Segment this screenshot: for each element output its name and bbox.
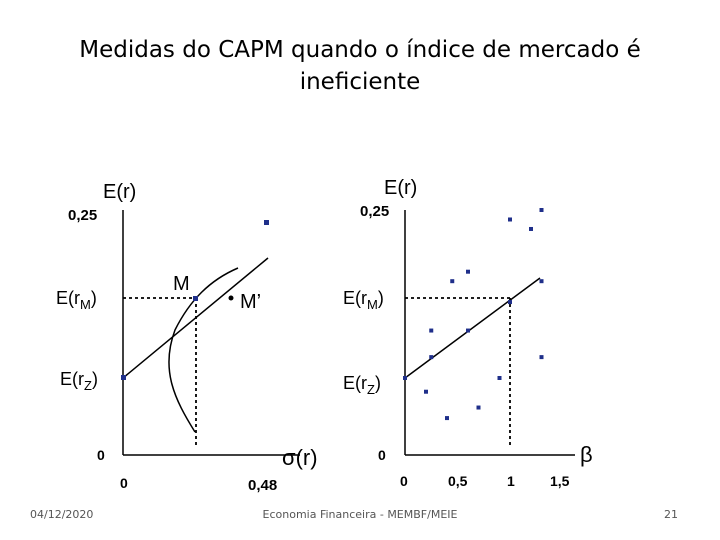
right-scatter-point — [466, 269, 470, 274]
right-scatter-point — [508, 300, 512, 305]
right-ytick-erz: E(rZ) — [343, 373, 381, 397]
right-scatter-point — [508, 217, 512, 222]
right-ylabel: E(r) — [384, 177, 417, 199]
right-xtick-05: 0,5 — [448, 473, 468, 489]
title-line-1: Medidas do CAPM quando o índice de merca… — [79, 37, 641, 63]
right-points — [403, 208, 544, 421]
slide-title: Medidas do CAPM quando o índice de merca… — [40, 34, 680, 98]
right-scatter-point — [466, 328, 470, 333]
right-xlabel: β — [580, 442, 593, 467]
left-chart: E(r) 0,25 E(rM) E(rZ) 0 0 0,48 σ(r) M M’ — [56, 181, 318, 494]
right-scatter-point — [445, 416, 449, 421]
left-ytick-erm: E(rM) — [56, 288, 97, 312]
title-line-2: ineficiente — [299, 69, 421, 95]
left-ytick-0: 0 — [97, 447, 105, 463]
right-scatter-point — [424, 389, 428, 394]
right-ytick-0: 0 — [378, 447, 386, 463]
right-scatter-point — [497, 376, 502, 380]
point-label-m-prime: M’ — [240, 291, 261, 313]
page-number: 21 — [664, 508, 678, 521]
left-ytick-025: 0,25 — [68, 207, 97, 224]
left-xtick-048: 0,48 — [248, 477, 277, 494]
right-ytick-erm: E(rM) — [343, 288, 384, 312]
point-m — [193, 296, 198, 301]
security-market-line — [404, 277, 541, 379]
point-label-m: M — [173, 273, 190, 295]
right-xtick-0: 0 — [400, 473, 408, 489]
right-scatter-point — [403, 376, 407, 380]
left-point-top — [264, 220, 269, 225]
left-xlabel: σ(r) — [282, 445, 318, 470]
left-xtick-0: 0 — [120, 475, 128, 491]
right-xtick-1: 1 — [507, 473, 515, 489]
right-scatter-point — [539, 355, 544, 360]
right-scatter-point — [450, 279, 455, 284]
left-ytick-erz: E(rZ) — [60, 369, 98, 393]
right-chart: E(r) 0,25 E(rM) E(rZ) 0 0 0,5 1 1,5 β — [343, 177, 593, 489]
right-scatter-point — [476, 405, 481, 410]
right-scatter-point — [539, 279, 544, 284]
left-ylabel: E(r) — [103, 181, 136, 203]
left-point-rz — [121, 375, 126, 380]
right-scatter-point — [539, 208, 544, 212]
right-scatter-point — [429, 355, 434, 360]
right-scatter-point — [529, 226, 533, 231]
footer-date: 04/12/2020 — [30, 508, 94, 521]
right-ytick-025: 0,25 — [360, 203, 389, 220]
footer-center: Economia Financeira - MEMBF/MEIE — [262, 508, 458, 521]
right-scatter-point — [429, 328, 434, 333]
efficient-frontier-curve — [168, 267, 239, 433]
point-m-prime — [228, 295, 234, 301]
right-xtick-15: 1,5 — [550, 473, 570, 489]
